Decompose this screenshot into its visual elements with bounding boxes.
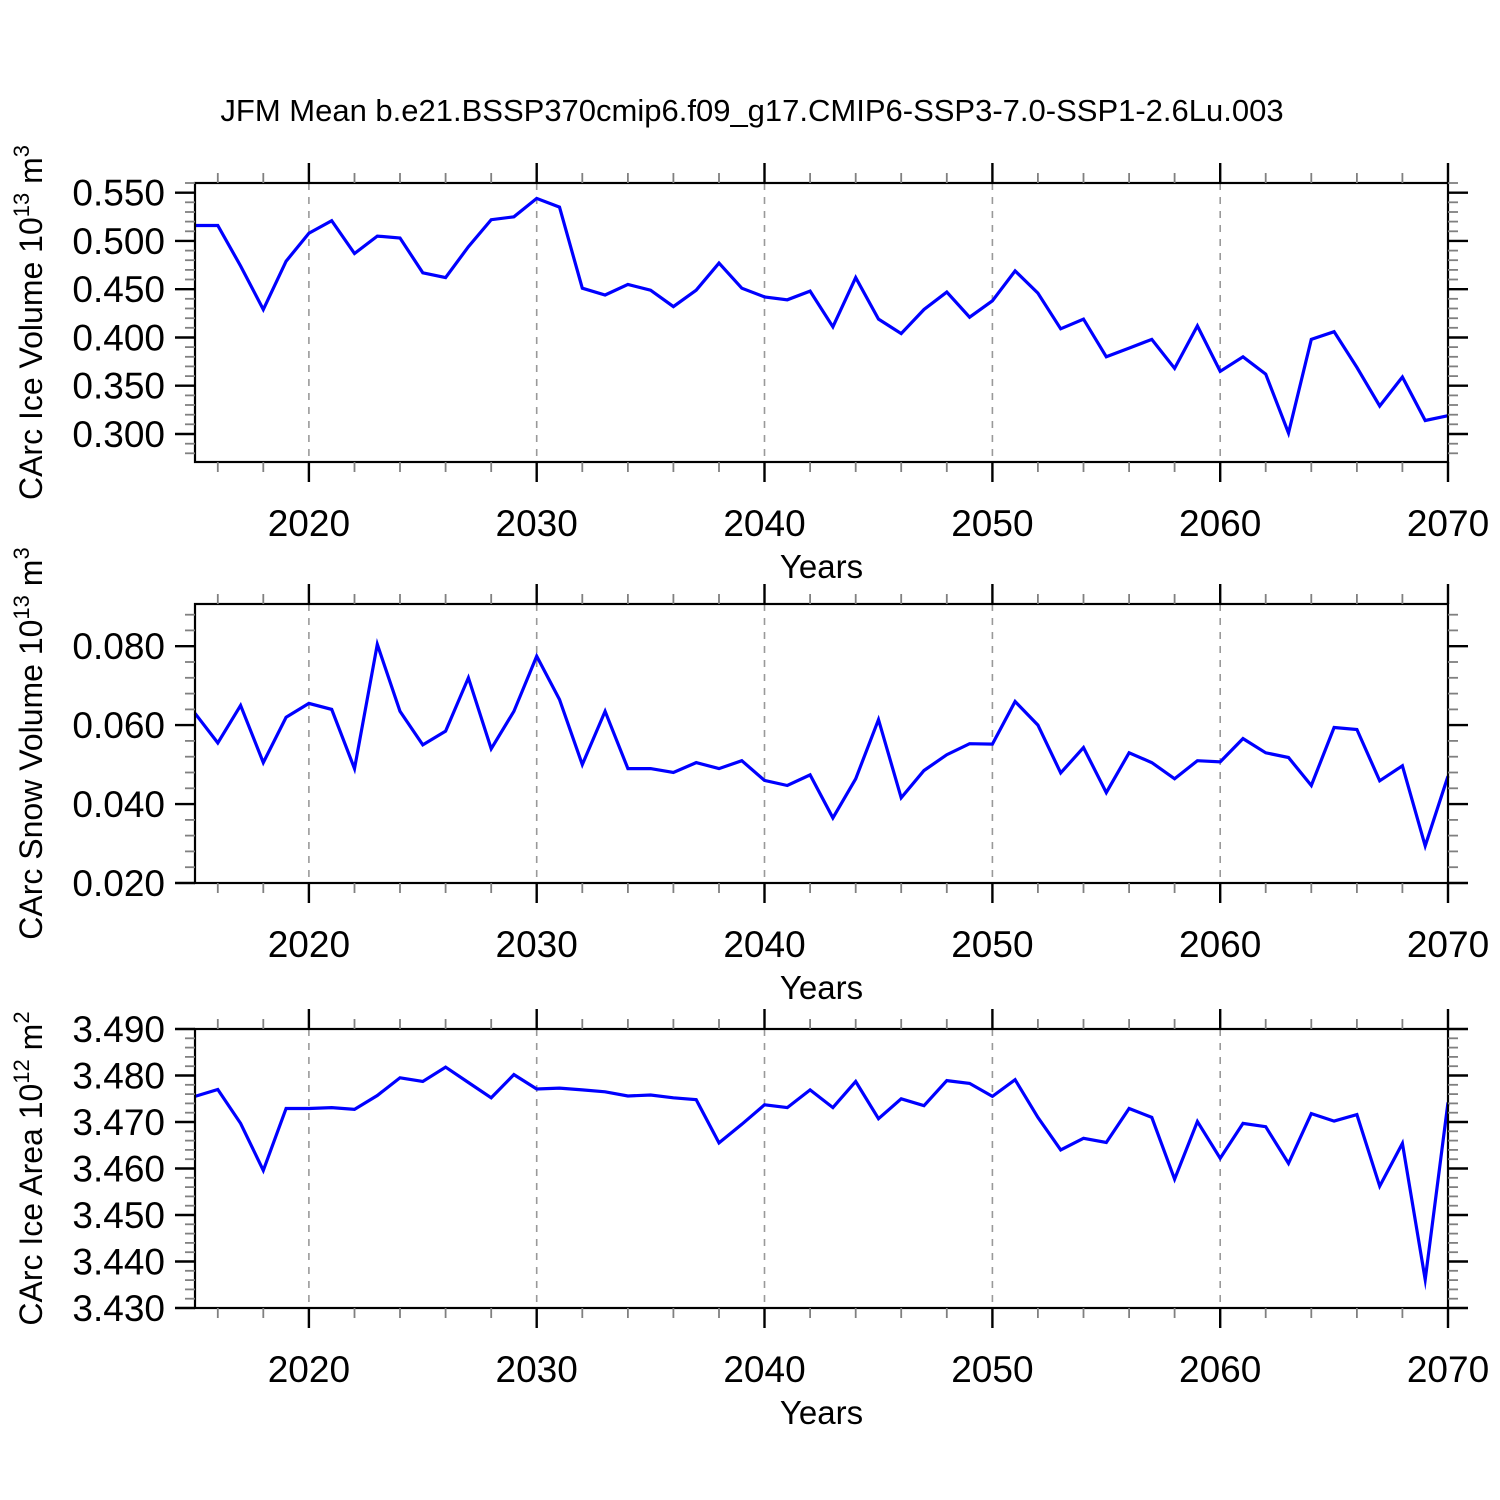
y-tick-label: 0.500 — [72, 221, 165, 262]
y-tick-label: 0.040 — [72, 784, 165, 825]
x-tick-label: 2060 — [1179, 1349, 1261, 1390]
y-tick-label: 0.450 — [72, 269, 165, 310]
x-axis-title: Years — [780, 548, 863, 585]
y-tick-label: 3.440 — [72, 1242, 165, 1283]
x-tick-label: 2020 — [268, 924, 350, 965]
y-tick-label: 3.480 — [72, 1056, 165, 1097]
plot-frame — [193, 602, 1450, 885]
x-tick-label: 2050 — [951, 1349, 1033, 1390]
y-axis-title: CArc Ice Volume 1013 m3 — [9, 145, 49, 500]
y-axis-title: CArc Snow Volume 1013 m3 — [9, 547, 49, 939]
x-tick-label: 2050 — [951, 924, 1033, 965]
plot-frame — [193, 181, 1450, 464]
x-tick-label: 2070 — [1407, 1349, 1489, 1390]
data-line-ice-area — [194, 1065, 1450, 1291]
x-tick-label: 2050 — [951, 503, 1033, 544]
y-tick-label: 3.460 — [72, 1149, 165, 1190]
ticks — [175, 163, 1468, 482]
x-tick-label: 2030 — [496, 924, 578, 965]
panels-group: 0.300 0.350 0.400 0.450 0.500 0.550 2020 2030 20… — [9, 145, 1489, 1431]
y-tick-label: 0.350 — [72, 366, 165, 407]
y-tick-label: 3.430 — [72, 1288, 165, 1329]
x-tick-label: 2070 — [1407, 503, 1489, 544]
y-tick-label: 3.490 — [72, 1009, 165, 1050]
y-tick-label: 0.020 — [72, 863, 165, 904]
x-tick-label: 2030 — [496, 1349, 578, 1390]
y-tick-label: 3.470 — [72, 1102, 165, 1143]
panel-ice-area: 3.430 3.440 3.450 3.460 3.470 3.480 3.490 2020 2… — [9, 1009, 1489, 1431]
x-tick-label: 2060 — [1179, 924, 1261, 965]
x-tick-label: 2040 — [723, 1349, 805, 1390]
ticks — [175, 584, 1468, 903]
y-tick-label: 0.080 — [72, 626, 165, 667]
x-tick-label: 2020 — [268, 503, 350, 544]
x-tick-label: 2040 — [723, 924, 805, 965]
x-tick-label: 2020 — [268, 1349, 350, 1390]
data-line-snow-volume — [193, 637, 1450, 852]
ticks — [175, 1009, 1468, 1328]
y-tick-label: 0.060 — [72, 705, 165, 746]
y-axis-title: CArc Ice Area 1012 m2 — [9, 1011, 49, 1325]
y-tick-label: 0.550 — [72, 173, 165, 214]
data-line-ice-volume — [195, 196, 1449, 439]
y-tick-label: 3.450 — [72, 1195, 165, 1236]
y-tick-label: 0.400 — [72, 318, 165, 359]
panel-snow-volume: 0.020 0.040 0.060 0.080 2020 2030 2040 2050 2060… — [9, 547, 1489, 1006]
x-axis-title: Years — [780, 1394, 863, 1431]
x-tick-label: 2070 — [1407, 924, 1489, 965]
x-tick-label: 2040 — [723, 503, 805, 544]
x-tick-label: 2030 — [496, 503, 578, 544]
x-tick-label: 2060 — [1179, 503, 1261, 544]
x-axis-title: Years — [780, 969, 863, 1006]
panel-ice-volume: 0.300 0.350 0.400 0.450 0.500 0.550 2020 2030 20… — [9, 145, 1489, 585]
chart-title: JFM Mean b.e21.BSSP370cmip6.f09_g17.CMIP… — [220, 93, 1283, 128]
y-tick-label: 0.300 — [72, 414, 165, 455]
